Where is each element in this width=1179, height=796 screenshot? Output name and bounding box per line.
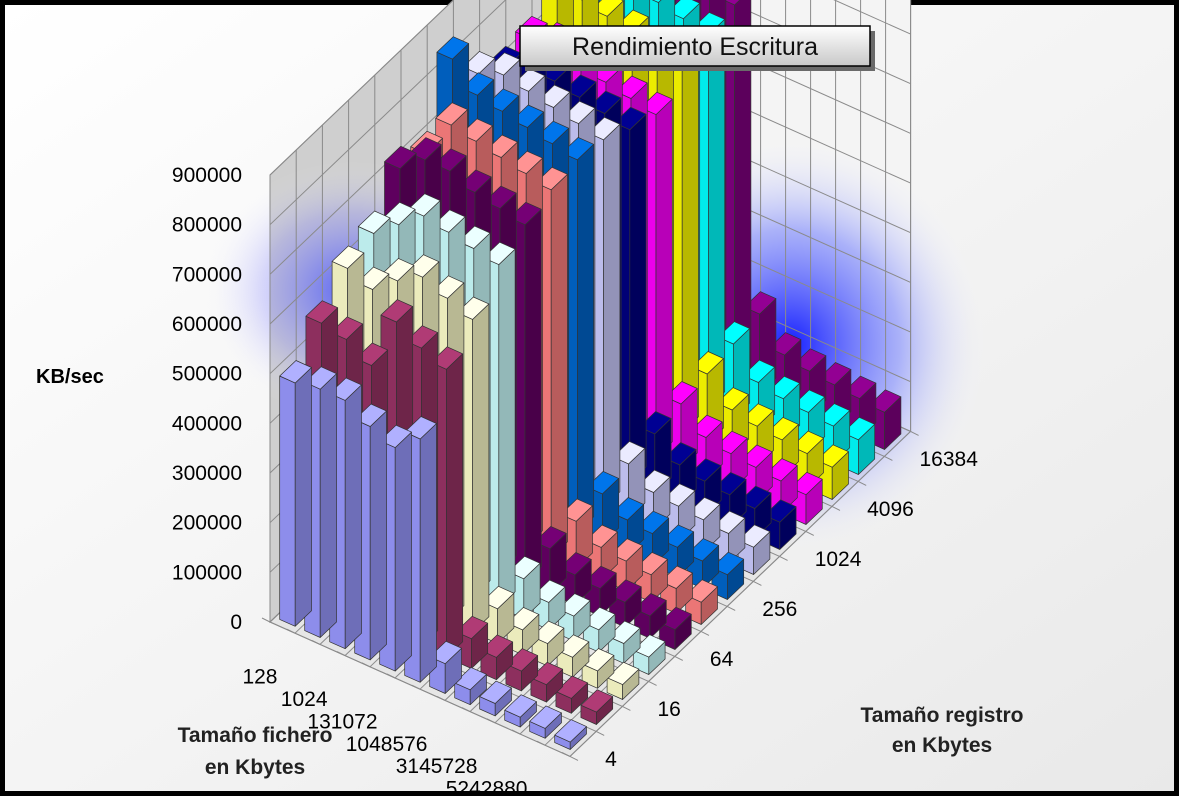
y-tick-label: 200000 [172,512,242,535]
z-tick-label: 1024 [815,548,862,571]
x-axis-title-line1: Tamaño fichero [178,724,333,747]
z-tick-label: 16384 [920,448,979,471]
y-tick-label: 900000 [172,164,242,187]
bar [280,361,312,627]
z-axis-title-line1: Tamaño registro [861,704,1024,727]
y-tick-label: 400000 [172,412,242,435]
z-tick-label: 64 [710,648,734,671]
z-tick-label: 4 [605,748,617,771]
y-tick-label: 0 [230,611,242,634]
y-axis-title: KB/sec [36,366,104,388]
y-tick-label: 800000 [172,214,242,237]
x-axis-title-line2: en Kbytes [205,756,305,779]
z-tick-label: 16 [658,698,681,721]
y-tick-label: 300000 [172,462,242,485]
x-tick-label: 1024 [281,688,328,711]
y-tick-label: 100000 [172,561,242,584]
x-tick-label: 1048576 [346,733,428,756]
y-tick-label: 700000 [172,263,242,286]
z-tick-label: 4096 [867,498,914,521]
chart-title: Rendimiento Escritura [572,33,818,61]
x-tick-label: 128 [242,666,277,689]
y-tick-label: 500000 [172,363,242,386]
z-tick-label: 256 [762,598,797,621]
y-tick-label: 600000 [172,313,242,336]
z-axis-title-line2: en Kbytes [892,734,992,757]
x-tick-label: 3145728 [396,755,478,778]
x-tick-label: 5242880 [446,778,528,796]
